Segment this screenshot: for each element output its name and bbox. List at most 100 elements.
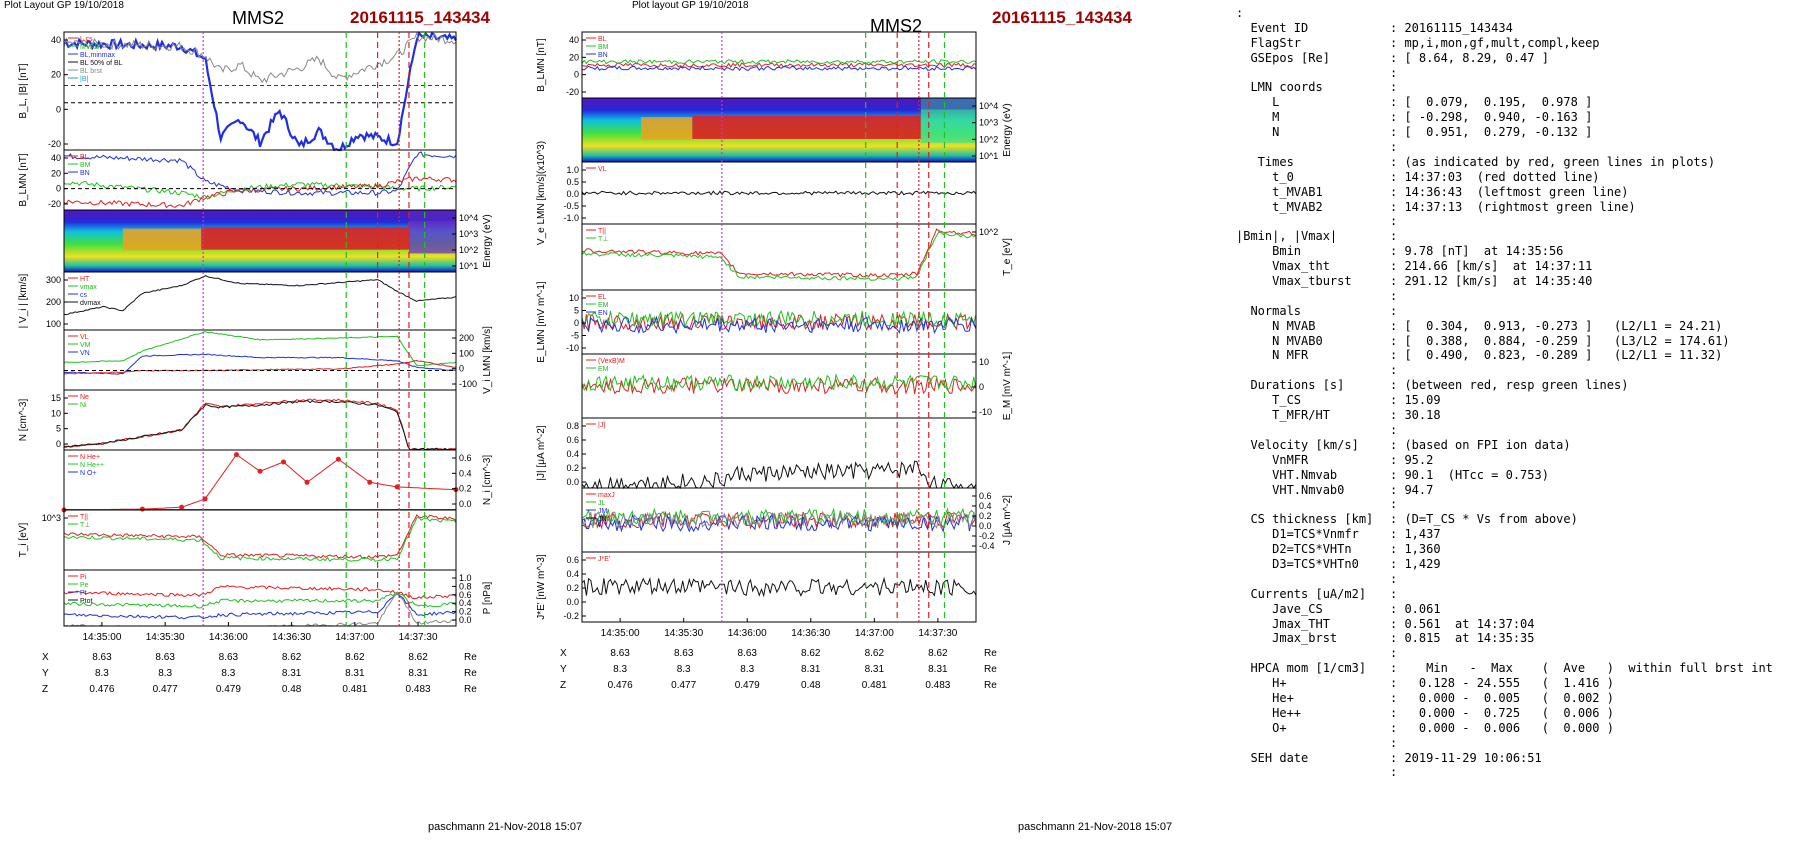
position-unit: Re: [984, 664, 997, 675]
summary-key: [1236, 363, 1390, 378]
summary-row: :: [1236, 289, 1796, 304]
summary-value: : 2019-11-29 10:06:51: [1390, 750, 1542, 765]
summary-key: [1236, 140, 1390, 155]
position-value: 8.62: [801, 648, 821, 659]
y-tick-label: -20: [48, 139, 61, 149]
summary-row: Normals:: [1236, 304, 1796, 319]
y-tick-label: 1.0: [566, 165, 579, 175]
panel-middle-5: 10 0 -10 E_M [mV m^-1] (VexB)MEM: [581, 351, 1013, 420]
legend-label: L cs: [80, 36, 93, 43]
position-value: 8.63: [610, 648, 630, 659]
summary-key: VHT.Nmvab: [1236, 467, 1338, 482]
spectrogram-hot-band: [201, 227, 409, 250]
y-tick-label: 0: [979, 382, 984, 392]
series-line: [581, 228, 977, 278]
panel-frame: [63, 271, 457, 331]
summary-row: :: [1236, 765, 1796, 780]
x-tick-label: 14:35:30: [146, 632, 185, 643]
summary-key: Vmax_tburst: [1236, 274, 1352, 289]
y-tick-label: 10^1: [979, 151, 998, 161]
summary-value: : [ 0.388, 0.884, -0.259 ] (L3/L2 = 174.…: [1390, 333, 1730, 348]
y-tick-label: 10^3: [979, 118, 998, 128]
event-summary: : Event ID: 20161115_143434 FlagStr: mp,…: [1236, 6, 1796, 780]
legend-label: BM: [80, 162, 91, 169]
summary-key: |Bmin|, |Vmax|: [1236, 229, 1338, 244]
spectrogram-band: [122, 228, 202, 251]
series-line: [63, 353, 457, 375]
series-line: [63, 176, 457, 209]
position-value: 8.62: [928, 648, 948, 659]
summary-row: :: [1236, 363, 1796, 378]
legend-label: (VexB)M: [598, 358, 625, 365]
legend-label: BL brst: [80, 68, 102, 75]
y-axis-label: N [cm^-3]: [18, 399, 29, 442]
y-axis-label: E_M [mV m^-1]: [1002, 351, 1013, 420]
y-tick-label: 5: [574, 306, 579, 316]
y-tick-label: 10^3: [459, 229, 478, 239]
summary-key: Vmax_tht: [1236, 259, 1330, 274]
y-tick-label: 0.6: [459, 453, 472, 463]
y-tick-label: -20: [566, 87, 579, 97]
summary-key: t_MVAB2: [1236, 199, 1323, 214]
series-line: [63, 514, 457, 559]
summary-row: :: [1236, 423, 1796, 438]
position-value: 8.3: [95, 668, 109, 679]
legend-label: EL: [598, 294, 607, 301]
summary-key: [1236, 646, 1390, 661]
summary-row: :: [1236, 214, 1796, 229]
y-axis-label: J [μA m^-2]: [1002, 495, 1013, 545]
panel-frame: [581, 551, 977, 623]
position-value: 8.31: [928, 664, 948, 675]
series-line: [581, 231, 977, 282]
summary-key: He+: [1236, 690, 1294, 705]
summary-key: Bmin: [1236, 244, 1302, 259]
y-tick-label: 0: [56, 184, 61, 194]
summary-row: Jmax_brst: 0.815 at 14:35:35: [1236, 631, 1796, 646]
panel-middle-2: 1.0 0.5 0.0 -0.5 -1.0 V_e LMN [km/s](x10^3) VL: [536, 141, 977, 245]
position-value: 8.63: [219, 652, 239, 663]
summary-row: Bmin: 9.78 [nT] at 14:35:56: [1236, 244, 1796, 259]
legend-label: EM: [598, 366, 609, 373]
summary-key: [1236, 214, 1390, 229]
y-axis-label: B_LMN [nT]: [18, 153, 29, 207]
y-tick-label: 10^4: [459, 213, 478, 223]
series-line: [581, 190, 977, 196]
summary-row: M: [ -0.298, 0.940, -0.163 ]: [1236, 110, 1796, 125]
summary-row: FlagStr: mp,i,mon,gf,mult,compl,keep: [1236, 36, 1796, 51]
summary-value: :: [1390, 735, 1398, 750]
y-tick-label: 0.8: [459, 581, 472, 591]
summary-key: He++: [1236, 705, 1302, 720]
y-tick-label: -10: [566, 343, 579, 353]
panel-middle-6: 0.8 0.6 0.4 0.2 0.0 |J| [μA m^-2] |J|: [536, 417, 977, 490]
series-line: [63, 584, 457, 600]
summary-row: D3=TCS*VHTn0: 1,429: [1236, 557, 1796, 572]
summary-key: HPCA mom [1/cm3]: [1236, 661, 1367, 676]
series-line: [581, 59, 977, 65]
position-value: 0.477: [671, 680, 696, 691]
position-value: 0.483: [925, 680, 950, 691]
position-value: 8.3: [613, 664, 627, 675]
x-tick-label: 14:37:30: [399, 632, 438, 643]
legend-label: Ne: [80, 394, 89, 401]
legend-label: T||: [80, 514, 88, 521]
y-tick-label: 200: [459, 333, 474, 343]
summary-value: : 15.09: [1390, 393, 1441, 408]
legend-label: VL: [598, 166, 607, 173]
summary-key: VHT.Nmvab0: [1236, 482, 1345, 497]
summary-row: Velocity [km/s]: (based on FPI ion data): [1236, 438, 1796, 453]
he-plus-plus-point: [304, 479, 310, 485]
summary-row: D2=TCS*VHTn: 1,360: [1236, 542, 1796, 557]
series-line: [63, 591, 457, 627]
summary-row: t_MVAB2: 14:37:13 (rightmost green line): [1236, 200, 1796, 215]
y-tick-label: 0: [574, 318, 579, 328]
y-tick-label: 0.2: [459, 607, 472, 617]
legend-label: VL: [80, 334, 89, 341]
summary-value: : 0.000 - 0.725 ( 0.006 ): [1390, 705, 1614, 720]
position-row-label: Z: [560, 680, 566, 691]
position-value: 8.31: [865, 664, 885, 675]
y-tick-label: 10^2: [459, 245, 478, 255]
y-tick-label: 0.0: [566, 477, 579, 487]
position-value: 8.3: [158, 668, 172, 679]
legend-label: T⊥: [80, 522, 90, 529]
